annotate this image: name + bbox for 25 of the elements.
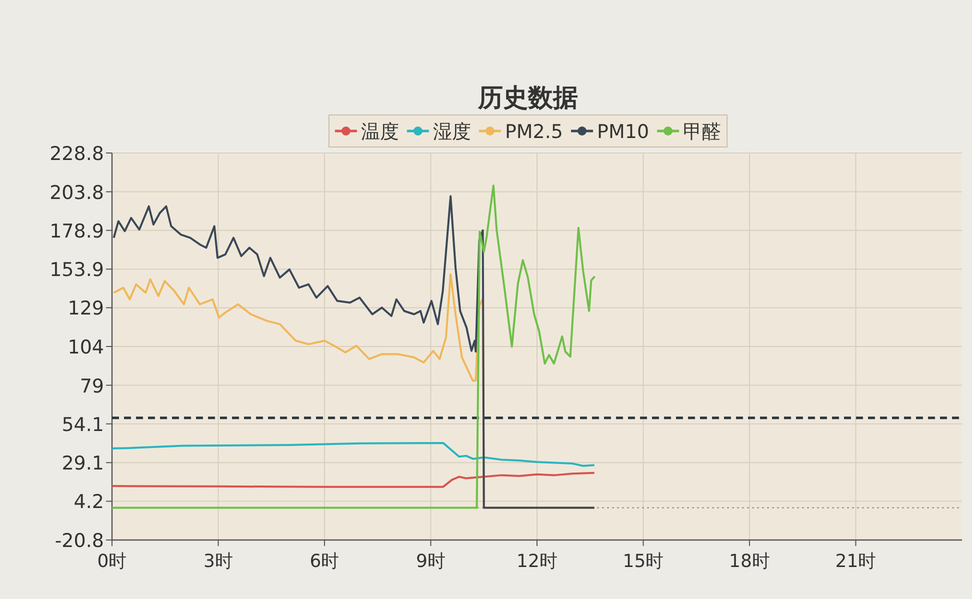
- y-tick-label: 228.8: [50, 143, 104, 165]
- x-tick-label: 15时: [622, 551, 664, 572]
- legend-label: PM2.5: [504, 121, 564, 143]
- x-tick-label: 12时: [516, 551, 558, 572]
- y-tick-label: 79: [80, 375, 104, 398]
- y-tick-label: -20.8: [54, 530, 104, 552]
- chart-title: 历史数据: [477, 83, 578, 112]
- x-tick-label: 21时: [835, 551, 876, 572]
- y-tick-label: 54.1: [62, 414, 104, 436]
- x-tick-label: 3时: [204, 551, 233, 572]
- y-tick-label: 153.9: [50, 259, 104, 282]
- x-tick-label: 6时: [310, 551, 340, 572]
- y-tick-label: 29.1: [62, 452, 104, 475]
- x-tick-label: 9时: [416, 551, 446, 572]
- x-tick-label: 18时: [729, 551, 770, 572]
- y-tick-label: 203.8: [50, 182, 104, 204]
- legend-label: 甲醛: [683, 121, 722, 143]
- y-tick-label: 178.9: [50, 220, 104, 242]
- legend-label: 湿度: [432, 121, 471, 143]
- legend-label: PM10: [597, 121, 650, 143]
- y-tick-label: 4.2: [74, 491, 104, 514]
- x-tick-label: 0时: [97, 551, 127, 572]
- y-tick-label: 104: [68, 336, 104, 358]
- legend-label: 温度: [360, 121, 399, 143]
- y-tick-label: 129: [68, 298, 104, 320]
